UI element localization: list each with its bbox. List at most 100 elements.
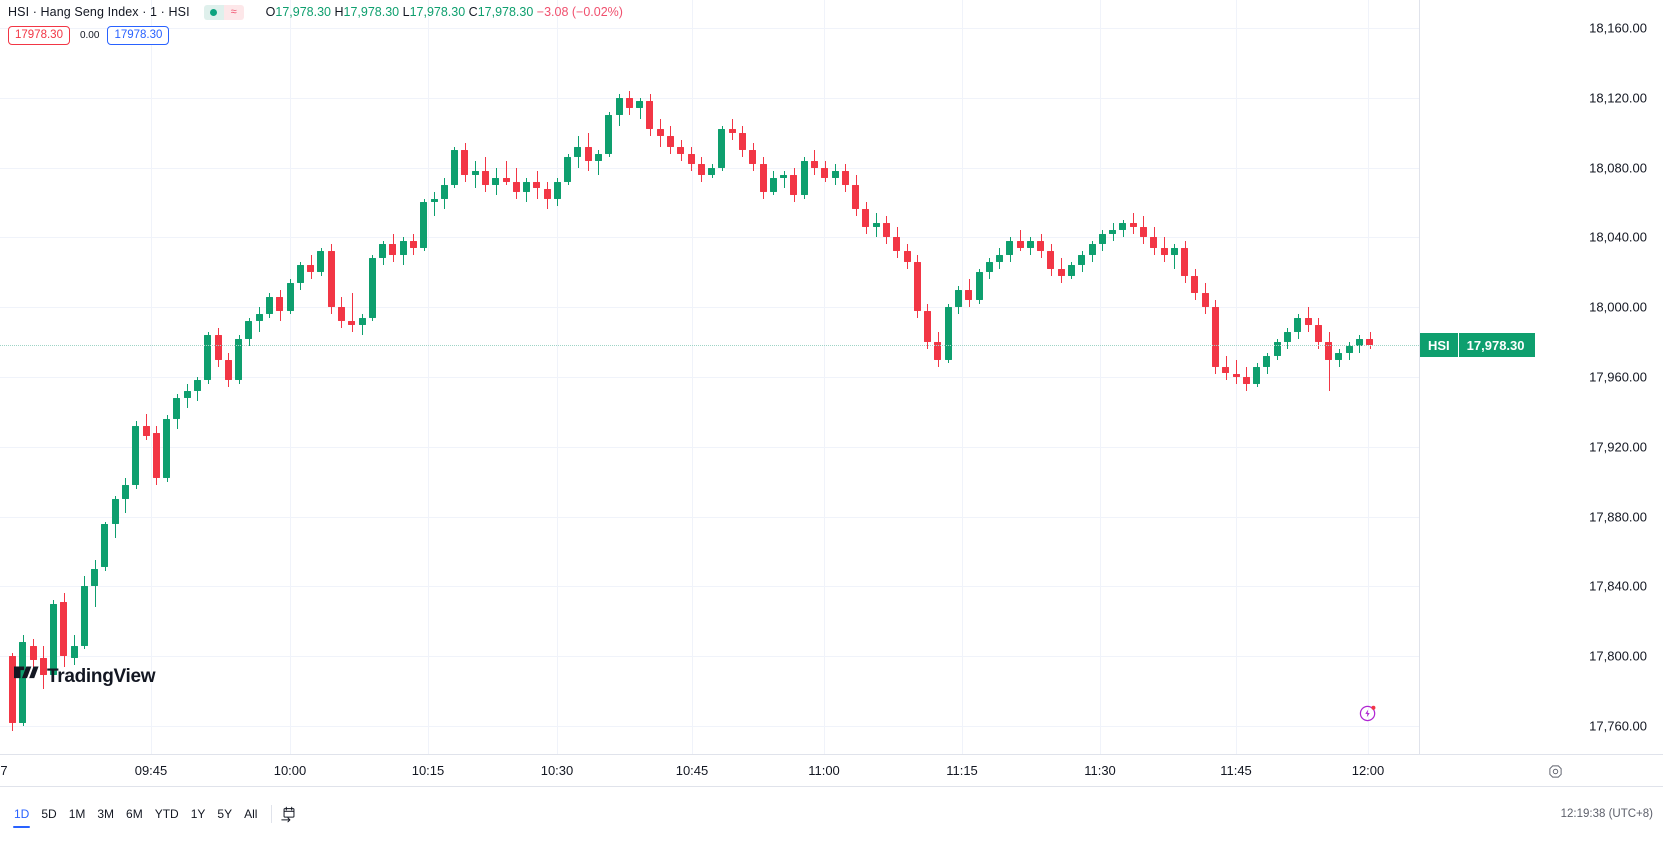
candle-body xyxy=(677,146,684,154)
candle-body xyxy=(636,101,643,109)
date-range-icon[interactable] xyxy=(280,805,298,823)
range-button-1y[interactable]: 1Y xyxy=(190,806,206,821)
candle-body xyxy=(420,202,427,248)
candle-body xyxy=(40,658,47,676)
price-tick-label: 17,880.00 xyxy=(1589,509,1647,525)
candle-body xyxy=(595,153,602,161)
time-tick-label: 10:00 xyxy=(273,763,307,778)
candle-body xyxy=(605,115,612,154)
candle-body xyxy=(1346,345,1353,353)
candle-body xyxy=(184,390,191,398)
candle-body xyxy=(1366,338,1373,346)
time-tick-label: 11:00 xyxy=(808,763,840,778)
range-button-5d[interactable]: 5D xyxy=(41,806,57,821)
candle-body xyxy=(297,265,304,283)
axis-settings-icon[interactable] xyxy=(1548,764,1563,779)
candle-body xyxy=(1274,342,1281,357)
range-button-1m[interactable]: 1M xyxy=(68,806,86,821)
chart-plot-area[interactable] xyxy=(0,0,1419,754)
candle-body xyxy=(811,160,818,168)
candle-wick xyxy=(640,97,641,119)
candle-body xyxy=(523,181,530,192)
candle-body xyxy=(194,380,201,391)
candle-body xyxy=(883,223,890,238)
candle-wick xyxy=(1329,331,1330,391)
candle-wick xyxy=(598,150,599,175)
candle-wick xyxy=(1174,244,1175,269)
candle-body xyxy=(101,523,108,568)
candle-body xyxy=(1161,247,1168,255)
range-button-all[interactable]: All xyxy=(244,806,258,821)
candle-body xyxy=(245,321,252,339)
range-button-6m[interactable]: 6M xyxy=(126,806,143,821)
price-badge-value: 17,978.30 xyxy=(1458,333,1535,358)
current-price-badge[interactable]: HSI 17,978.30 xyxy=(1420,333,1535,358)
candle-body xyxy=(338,307,345,322)
candle-body xyxy=(513,181,520,192)
candle-body xyxy=(1253,366,1260,384)
candle-body xyxy=(60,602,67,657)
candle-body xyxy=(893,237,900,252)
candle-body xyxy=(1150,237,1157,248)
candle-body xyxy=(955,289,962,308)
candle-body xyxy=(379,244,386,259)
candle-body xyxy=(904,251,911,262)
candle-body xyxy=(873,223,880,227)
candle-body xyxy=(1294,317,1301,332)
candle-body xyxy=(441,185,448,199)
candle-body xyxy=(1325,342,1332,360)
candle-body xyxy=(472,171,479,175)
price-axis[interactable]: HSI 17,978.30 18,160.00 18,120.00 18,080.0… xyxy=(1419,0,1663,754)
candle-body xyxy=(1243,377,1250,384)
grid-line-horizontal xyxy=(0,586,1419,588)
candle-body xyxy=(153,432,160,479)
candle-body xyxy=(1140,226,1147,238)
candle-body xyxy=(1006,240,1013,255)
candle-body xyxy=(256,314,263,322)
candle-body xyxy=(718,129,725,168)
range-button-5y[interactable]: 5Y xyxy=(217,806,233,821)
candle-body xyxy=(698,164,705,175)
range-button-3m[interactable]: 3M xyxy=(97,806,115,821)
price-tick-label: 17,960.00 xyxy=(1589,369,1647,385)
candle-body xyxy=(1171,247,1178,255)
range-button-1d[interactable]: 1D xyxy=(8,804,35,828)
range-button-ytd[interactable]: YTD xyxy=(154,806,179,821)
candle-body xyxy=(934,342,941,360)
price-tick-label: 18,000.00 xyxy=(1589,299,1647,315)
candle-body xyxy=(1263,356,1270,367)
candle-body xyxy=(862,209,869,227)
candle-body xyxy=(204,335,211,381)
candle-body xyxy=(1315,324,1322,343)
candle-body xyxy=(1119,223,1126,231)
candle-body xyxy=(1058,268,1065,276)
candle-body xyxy=(451,150,458,185)
candle-body xyxy=(81,586,88,646)
grid-line-horizontal xyxy=(0,237,1419,239)
candle-body xyxy=(1202,293,1209,308)
candle-wick xyxy=(506,160,507,185)
candle-body xyxy=(708,167,715,175)
alert-lightning-icon[interactable] xyxy=(1359,703,1378,722)
candle-body xyxy=(482,171,489,185)
candle-body xyxy=(842,171,849,185)
candle-body xyxy=(328,251,335,308)
grid-line-vertical xyxy=(151,0,152,754)
current-price-line xyxy=(0,345,1419,347)
tradingview-wordmark: TradingView xyxy=(47,666,156,687)
time-tick-label: 10:30 xyxy=(540,763,574,778)
time-axis[interactable]: 7 09:45 10:00 10:15 10:30 10:45 11:00 11:15 11:3… xyxy=(0,754,1663,786)
candle-body xyxy=(400,240,407,255)
candle-body xyxy=(112,499,119,524)
candle-body xyxy=(215,335,222,360)
grid-line-vertical xyxy=(428,0,429,754)
candle-body xyxy=(914,261,921,311)
grid-line-horizontal xyxy=(0,97,1419,99)
candle-body xyxy=(30,645,37,660)
candle-body xyxy=(986,261,993,273)
time-tick-label: 11:45 xyxy=(1220,763,1252,778)
chart-grid xyxy=(0,0,1419,754)
candle-body xyxy=(389,244,396,255)
candle-body xyxy=(276,296,283,311)
